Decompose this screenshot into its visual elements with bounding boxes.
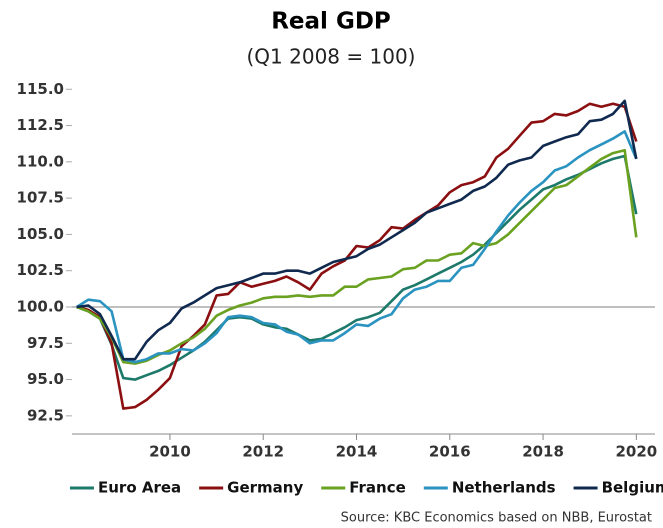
source: Source: KBC Economics based on NBB, Euro… <box>341 511 652 526</box>
x-tick-label: 2012 <box>242 443 284 461</box>
y-tick-label: 107.5 <box>17 189 64 207</box>
y-tick-label: 110.0 <box>17 152 64 170</box>
legend-label: France <box>349 479 406 497</box>
y-tick-label: 95.0 <box>27 370 64 388</box>
x-tick-label: 2014 <box>336 443 378 461</box>
y-tick-label: 112.5 <box>17 116 64 134</box>
series-line <box>76 130 638 364</box>
series-line <box>76 102 638 410</box>
series-line <box>76 148 638 365</box>
chart-subtitle: (Q1 2008 = 100) <box>247 45 416 69</box>
chart-title: Real GDP <box>271 9 391 35</box>
x-tick-label: 2020 <box>615 443 657 461</box>
y-tick-label: 97.5 <box>27 334 64 352</box>
legend-label: Belgium <box>602 479 663 497</box>
legend-label: Euro Area <box>98 479 181 497</box>
y-tick-label: 92.5 <box>27 406 64 424</box>
x-tick-label: 2010 <box>149 443 191 461</box>
y-tick-label: 102.5 <box>17 261 64 279</box>
series-line <box>76 99 638 361</box>
legend-label: Netherlands <box>452 479 556 497</box>
x-tick-label: 2018 <box>522 443 564 461</box>
legend-label: Germany <box>227 479 303 497</box>
y-tick-label: 115.0 <box>17 80 64 98</box>
series-line <box>76 154 638 381</box>
y-tick-label: 105.0 <box>17 225 64 243</box>
x-tick-label: 2016 <box>429 443 471 461</box>
y-tick-label: 100.0 <box>17 297 64 315</box>
